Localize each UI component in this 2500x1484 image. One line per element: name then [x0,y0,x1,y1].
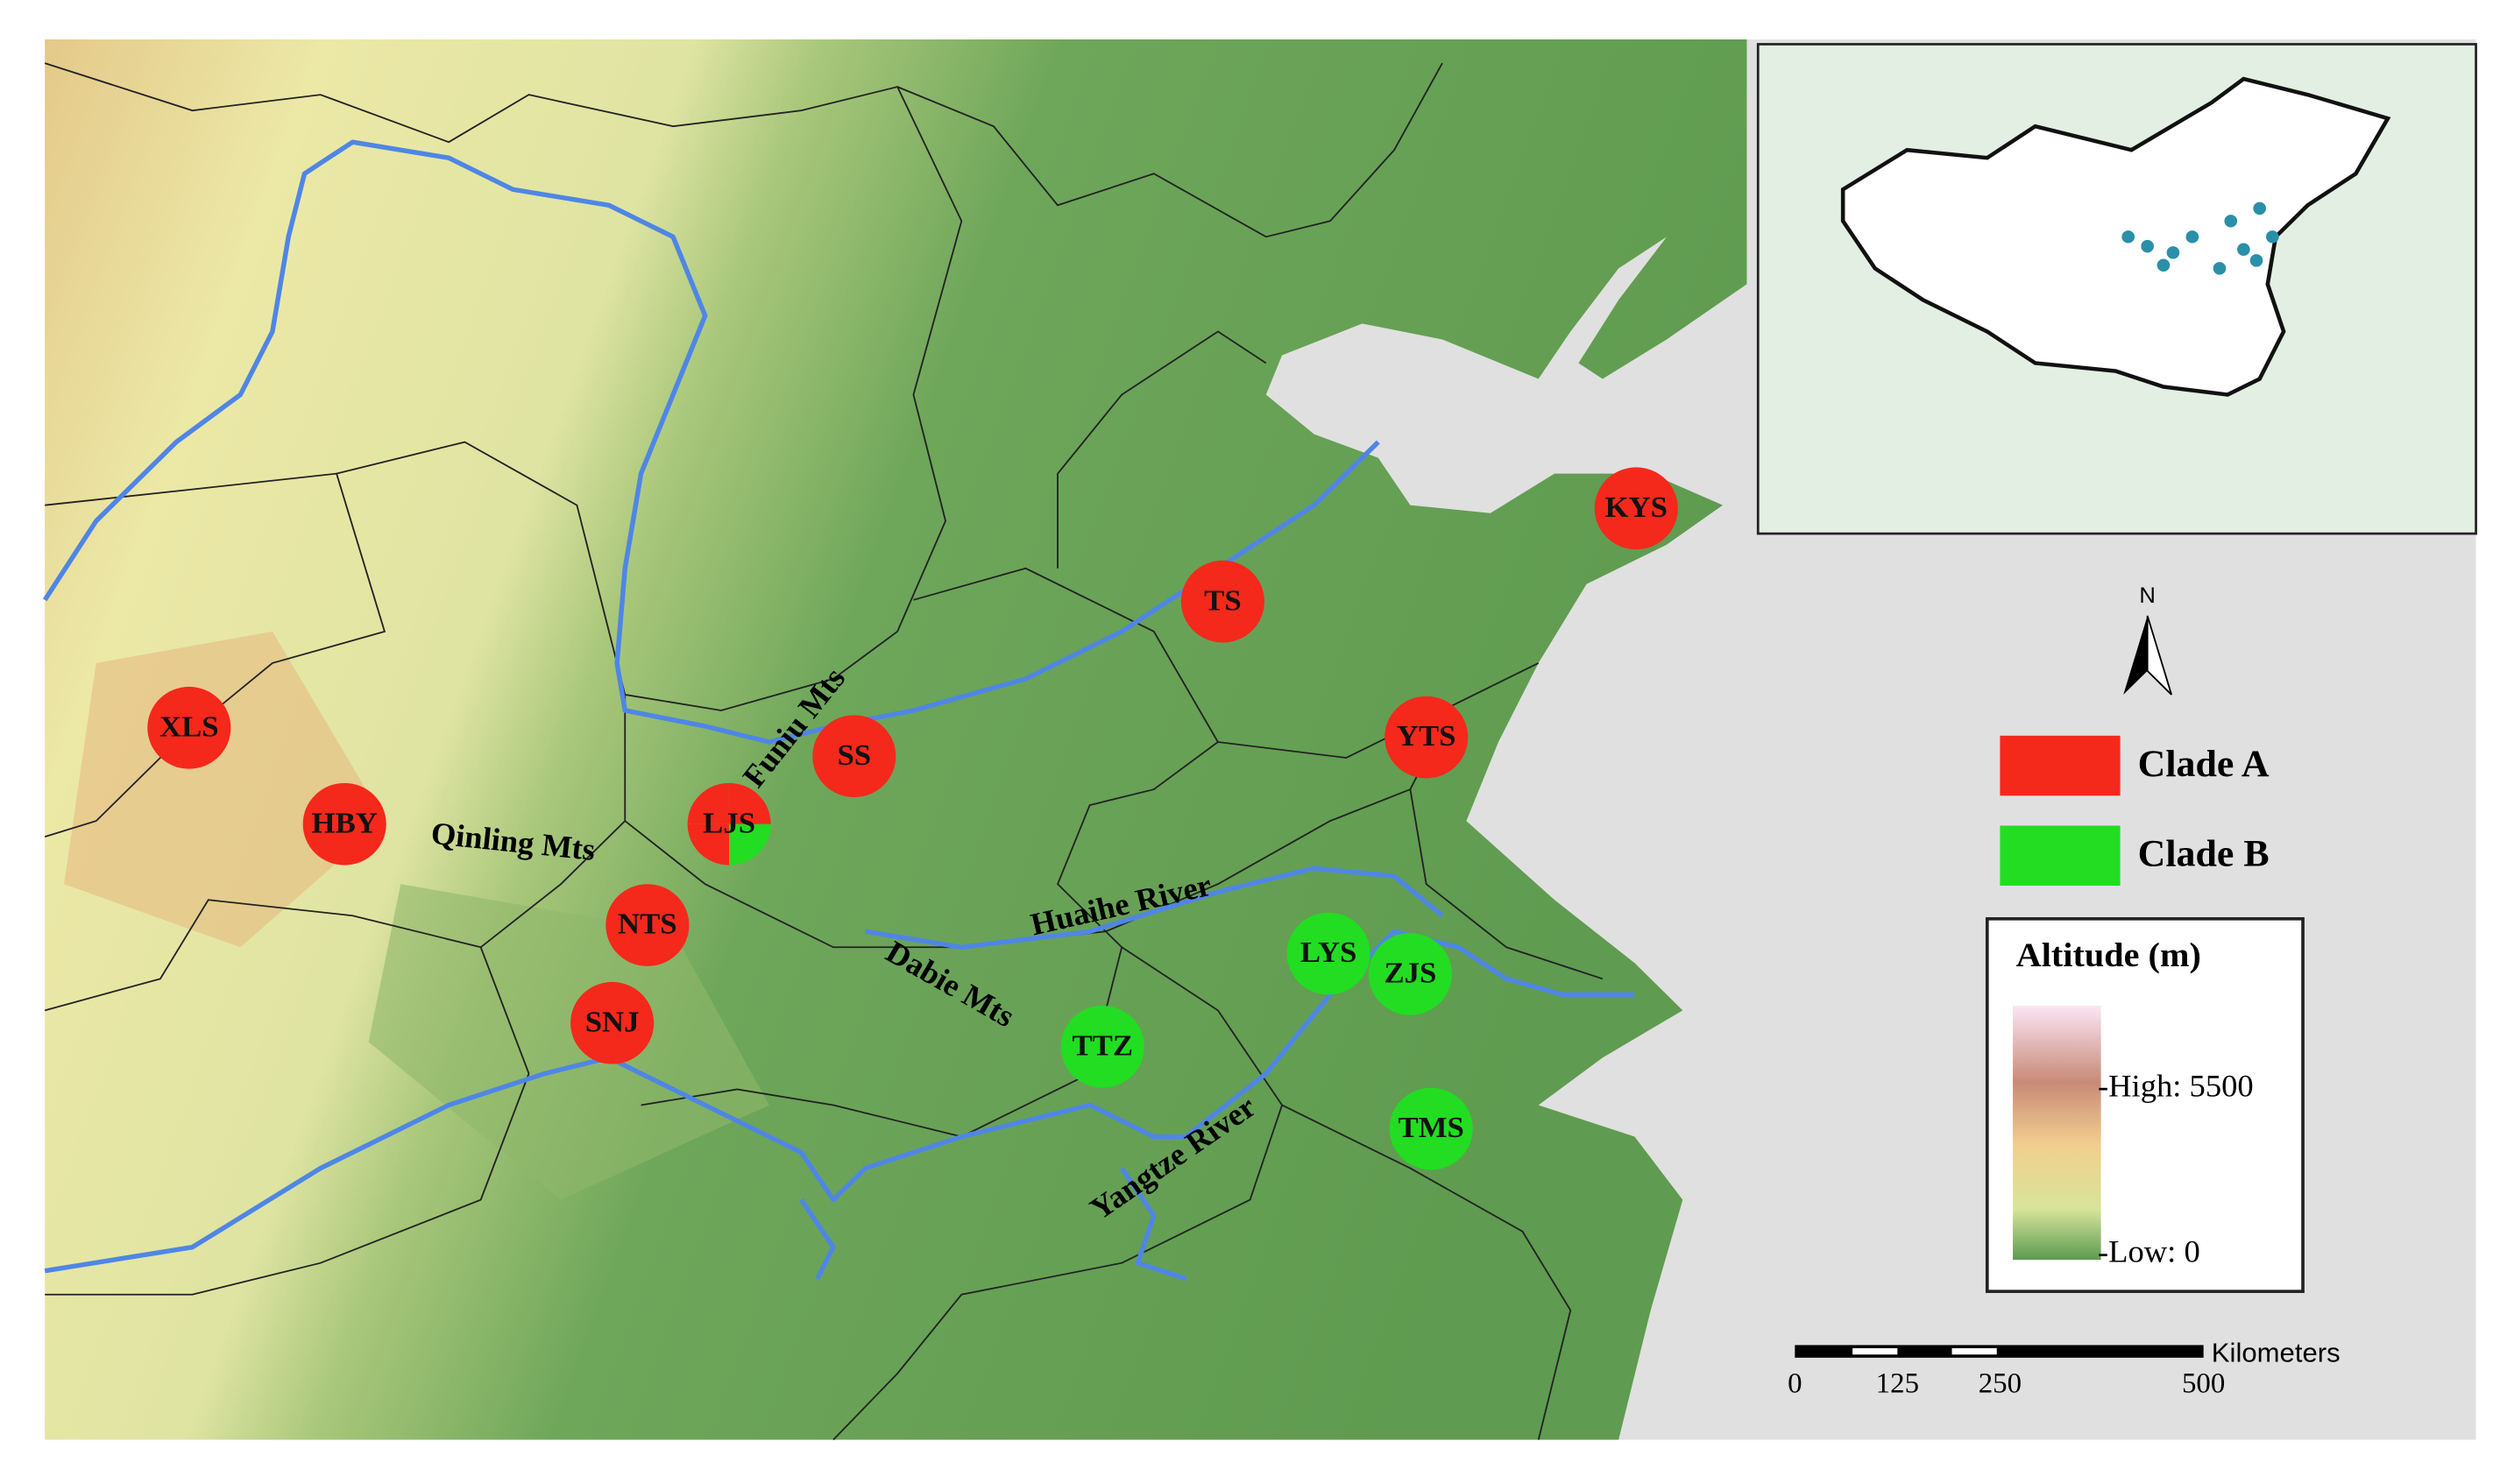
site-label: ZJS [1384,957,1436,990]
site-marker [1060,1005,1144,1088]
altitude-ramp [2013,1005,2101,1261]
site-label: SS [837,738,871,772]
site-marker [1286,912,1370,995]
highland [64,631,385,948]
legend: Clade A Clade B [2000,735,2270,886]
site-marker [147,686,231,769]
altitude-high-text: High: 5500 [2108,1069,2254,1104]
site-marker [1368,933,1452,1015]
scale-tick-label: 125 [1876,1368,1919,1400]
site-marker [570,981,655,1064]
site-marker [1389,1087,1473,1170]
legend-swatch [2000,825,2121,886]
scale-tick-label: 0 [1788,1368,1802,1400]
scale-tick-label: 250 [1979,1368,2022,1400]
site-label: TTZ [1072,1029,1133,1063]
scale-unit: Kilometers [2212,1338,2341,1368]
legend-label: Clade A [2138,743,2270,785]
rivers [42,139,1635,1282]
inset [1756,43,2477,535]
site-label: HBY [312,807,378,840]
altitude-title: Altitude (m) [2016,935,2201,974]
site-label: KYS [1605,491,1668,524]
boundaries [44,62,1604,1441]
site-label: YTS [1397,719,1456,753]
inset-china [1840,76,2391,397]
north-label: N [2139,583,2155,608]
site-marker [1594,467,1678,550]
site-marker [1385,696,1469,779]
inset-sites [2121,201,2279,275]
site-label: NTS [618,908,677,941]
site-label: LJS [703,807,755,840]
site-slice [687,823,730,866]
site-label: XLS [159,710,219,744]
mountain-shade [368,884,769,1200]
site-marker [606,884,690,966]
legend-label: Clade B [2138,833,2270,875]
sites: XLS HBY LJS SS NTS SNJ TS KYS YTS LYS ZJS TTZ TMS [147,467,1678,1170]
altitude-low-text: Low: 0 [2108,1234,2200,1269]
site-label: TMS [1399,1111,1464,1144]
site-label: SNJ [585,1006,640,1039]
site-marker [1180,560,1264,643]
site-slice [729,782,771,824]
site-label: TS [1204,583,1241,617]
legend-swatch [2000,735,2121,796]
altitude-legend: Altitude (m) -High: 5500 -Low: 0 [1985,917,2305,1293]
altitude-high: -High: 5500 [2098,1069,2254,1104]
site-marker [812,715,896,798]
site-slice [687,782,730,824]
site-slice [729,823,771,866]
site-label: LYS [1300,936,1356,969]
site-marker [302,782,386,866]
altitude-low: -Low: 0 [2098,1234,2200,1269]
scale-tick-label: 500 [2182,1368,2225,1400]
